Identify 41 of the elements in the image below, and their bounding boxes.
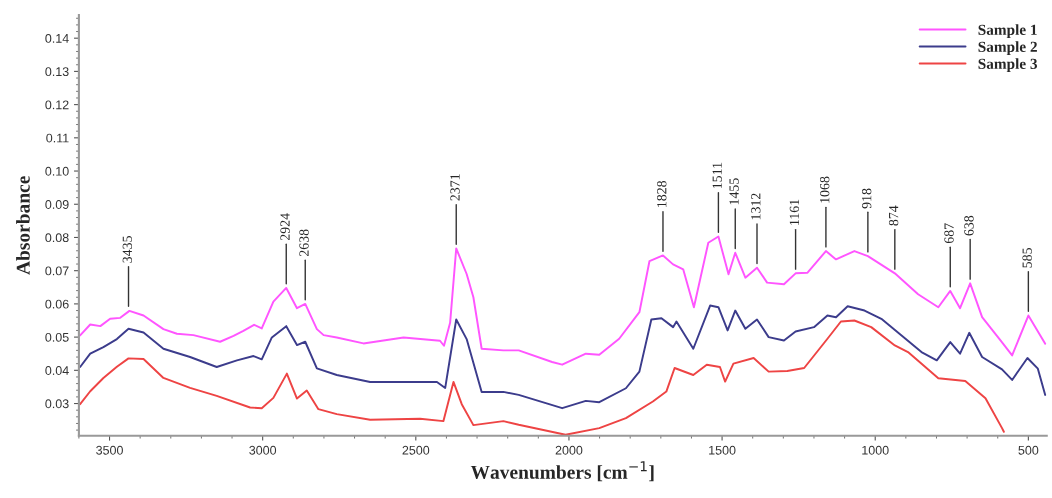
annotation: 585 bbox=[1022, 248, 1032, 268]
line-series bbox=[79, 319, 1005, 436]
annotation: 1161 bbox=[789, 199, 800, 225]
annotation: 874 bbox=[888, 205, 899, 226]
y-axis-title: Absorbance bbox=[16, 176, 30, 275]
x-tick-label: 2000 bbox=[555, 445, 583, 455]
annotation: 1068 bbox=[820, 176, 830, 203]
annotation: 687 bbox=[944, 223, 954, 244]
y-tick-label: 0.13 bbox=[45, 67, 69, 77]
x-tick-label: 500 bbox=[1018, 445, 1039, 455]
annotation: 638 bbox=[964, 215, 974, 236]
y-tick-label: 0.11 bbox=[46, 133, 69, 143]
y-tick-label: 0.09 bbox=[45, 200, 69, 209]
x-tick-label: 3500 bbox=[96, 445, 123, 455]
y-tick-label: 0.05 bbox=[45, 332, 69, 342]
x-tick-label: 1000 bbox=[862, 445, 889, 455]
annotation: 1455 bbox=[729, 178, 739, 205]
y-tick-label: 0.04 bbox=[45, 366, 69, 375]
annotation: 1828 bbox=[657, 180, 667, 207]
x-axis-title: Wavenumbers [cm$^{−1}$] bbox=[470, 461, 654, 482]
y-tick-label: 0.06 bbox=[45, 299, 69, 309]
annotation: 1511 bbox=[712, 162, 722, 189]
annotation: 2924 bbox=[280, 213, 290, 241]
annotation: 1312 bbox=[751, 193, 761, 220]
line-series bbox=[79, 304, 1047, 410]
annotation: 2638 bbox=[299, 229, 309, 257]
y-tick-label: 0.12 bbox=[45, 100, 69, 110]
x-tick-label: 3000 bbox=[249, 445, 277, 455]
legend-label: Sample 1 bbox=[978, 24, 1037, 39]
y-tick-label: 0.14 bbox=[45, 33, 69, 43]
y-tick-label: 0.08 bbox=[45, 233, 69, 243]
legend-label: Sample 3 bbox=[978, 58, 1038, 73]
x-tick-label: 1500 bbox=[709, 445, 736, 455]
y-tick-label: 0.10 bbox=[45, 166, 69, 176]
annotation: 3435 bbox=[122, 236, 132, 263]
x-tick-label: 2500 bbox=[402, 445, 430, 455]
y-tick-label: 0.07 bbox=[45, 266, 69, 276]
annotation: 918 bbox=[861, 188, 872, 209]
y-tick-label: 0.03 bbox=[45, 399, 69, 409]
legend-label: Sample 2 bbox=[978, 41, 1037, 56]
annotation: 2371 bbox=[450, 174, 460, 201]
